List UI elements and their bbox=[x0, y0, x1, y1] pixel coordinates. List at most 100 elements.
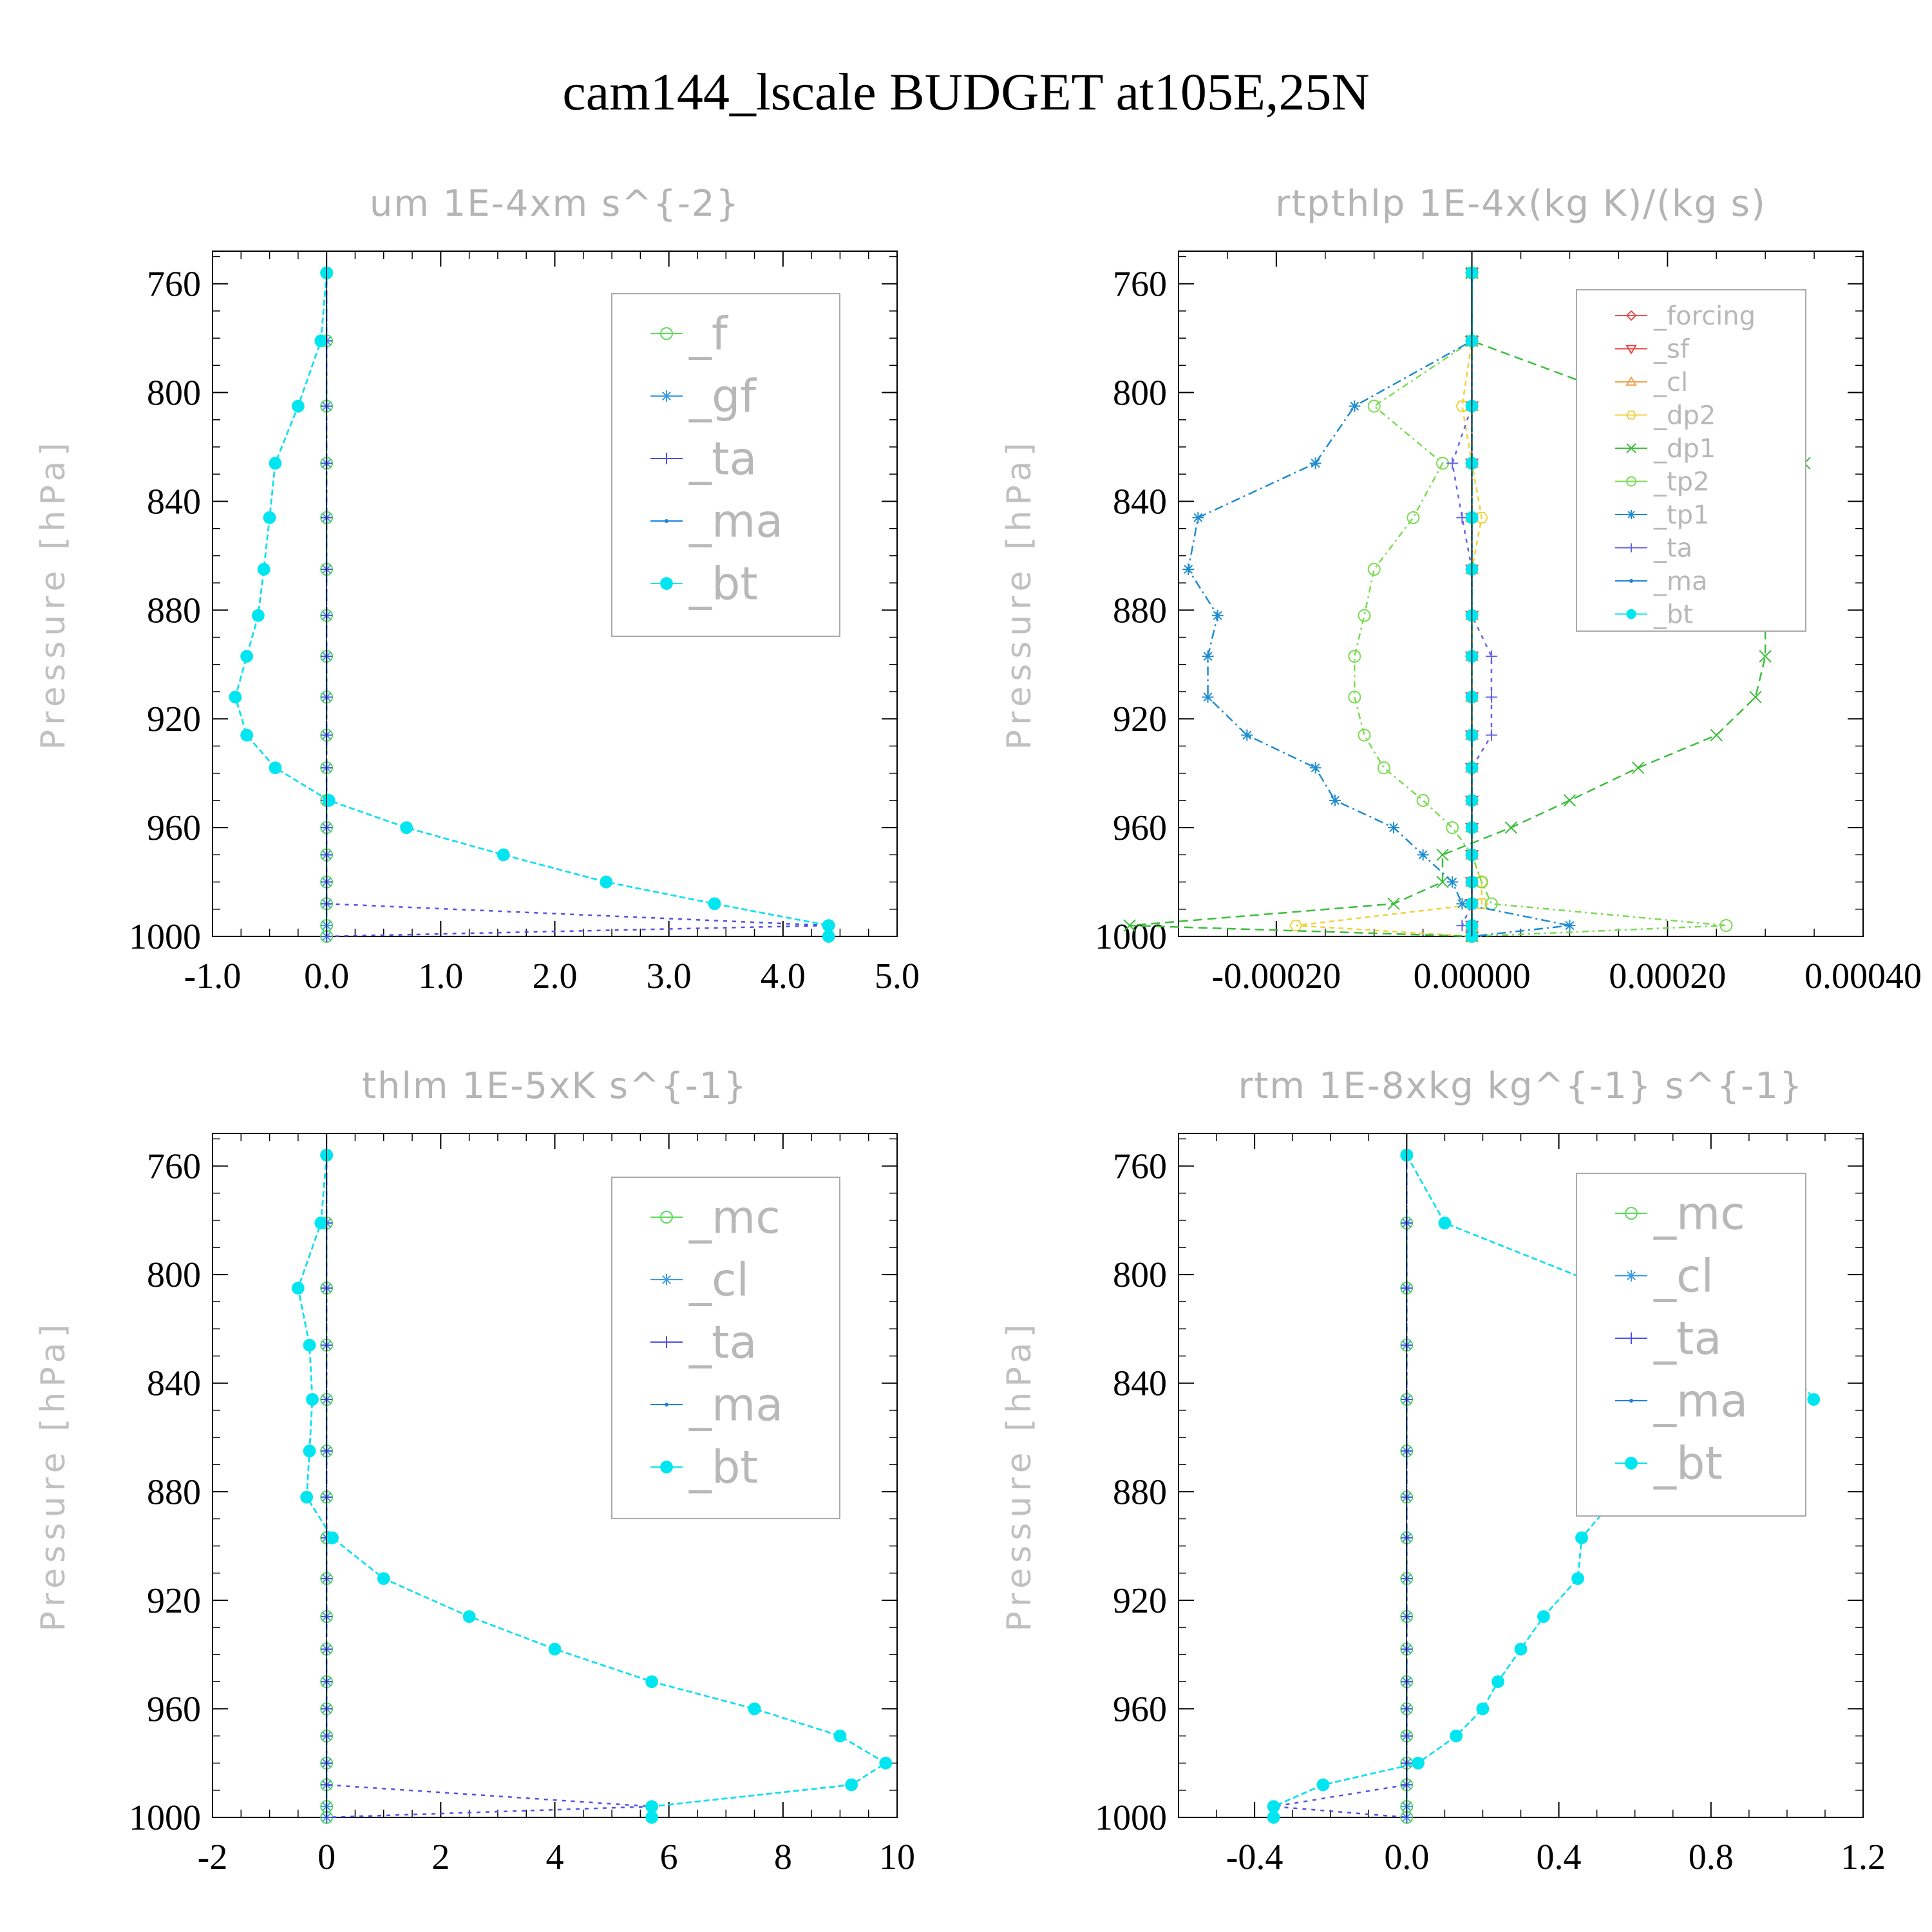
legend-label: _ta bbox=[1653, 534, 1692, 564]
point-ta bbox=[1485, 650, 1497, 663]
legend-box bbox=[1576, 289, 1806, 632]
y-tick-label: 960 bbox=[147, 808, 201, 848]
legend-label: _mc bbox=[688, 1191, 781, 1244]
legend-box bbox=[611, 293, 840, 637]
legend-label: _bt bbox=[1653, 600, 1693, 630]
legend-marker bbox=[1625, 1270, 1637, 1282]
legend-label: _dp2 bbox=[1653, 401, 1716, 431]
y-tick-label: 800 bbox=[147, 1255, 201, 1295]
y-tick-label: 800 bbox=[1113, 1255, 1167, 1295]
y-tick-label: 760 bbox=[1113, 265, 1167, 305]
panel-title: rtpthlp 1E-4x(kg K)/(kg s) bbox=[1275, 183, 1766, 225]
legend-marker bbox=[661, 1274, 672, 1285]
point-bt bbox=[645, 1675, 658, 1689]
point-bt bbox=[314, 1217, 328, 1229]
panel-1: um 1E-4xm s^{-2} 760 800 840 880 920 960 1000-1… bbox=[34, 183, 920, 996]
legend-label: _sf bbox=[1653, 335, 1690, 365]
point-bt bbox=[1316, 1778, 1330, 1792]
point-tp2 bbox=[1367, 399, 1381, 413]
legend-label: _ma bbox=[1653, 1375, 1748, 1428]
legend-label: _cl bbox=[1653, 368, 1688, 397]
point-tp1 bbox=[1446, 876, 1459, 888]
x-tick-label: -0.4 bbox=[1226, 1837, 1283, 1877]
y-tick-label: 880 bbox=[1113, 591, 1167, 630]
point-dp1 bbox=[1749, 690, 1762, 704]
legend-label: _cl bbox=[1653, 1250, 1714, 1303]
point-bt bbox=[879, 1756, 893, 1770]
point-dp2 bbox=[1455, 400, 1469, 412]
point-tp2 bbox=[1348, 650, 1361, 663]
point-tp1 bbox=[1329, 794, 1341, 806]
x-tick-label: 3.0 bbox=[647, 956, 692, 996]
y-tick-label: 840 bbox=[147, 1364, 201, 1404]
legend-marker bbox=[1626, 609, 1636, 620]
panel-title: thlm 1E-5xK s^{-1} bbox=[362, 1065, 748, 1107]
legend-label: _f bbox=[688, 308, 728, 361]
point-tp1 bbox=[1309, 457, 1321, 469]
y-tick-label: 920 bbox=[1113, 699, 1167, 739]
legend-marker bbox=[1625, 410, 1637, 420]
legend-label: _tp1 bbox=[1653, 500, 1710, 530]
panel-4: rtm 1E-8xkg kg^{-1} s^{-1} 760 800 840 880 92… bbox=[1000, 1065, 1886, 1877]
legend-label: _bt bbox=[688, 1441, 758, 1494]
x-tick-label: 4 bbox=[546, 1837, 564, 1877]
figure-title: cam144_lscale BUDGET at105E,25N bbox=[562, 62, 1369, 121]
legend-label: _ma bbox=[688, 1379, 783, 1432]
legend-marker bbox=[660, 577, 673, 590]
point-bt bbox=[1492, 1675, 1504, 1689]
y-axis-label: Pressure [hPa] bbox=[1000, 1320, 1039, 1632]
y-tick-label: 800 bbox=[1113, 374, 1167, 413]
y-axis-label: Pressure [hPa] bbox=[1000, 438, 1039, 750]
x-tick-label: 0.8 bbox=[1689, 1837, 1734, 1877]
legend-label: _ma bbox=[688, 495, 783, 548]
y-tick-label: 960 bbox=[147, 1689, 201, 1729]
point-tp2 bbox=[1358, 728, 1371, 742]
legend-marker bbox=[1625, 1332, 1637, 1344]
point-bt bbox=[257, 563, 270, 576]
x-tick-label: 8 bbox=[774, 1837, 792, 1877]
x-tick-label: -0.00020 bbox=[1212, 956, 1341, 996]
x-tick-label: -1.0 bbox=[184, 956, 242, 996]
y-tick-label: 920 bbox=[1113, 1581, 1167, 1621]
point-bt bbox=[240, 650, 254, 663]
legend-marker bbox=[661, 453, 672, 464]
point-bt bbox=[1267, 1800, 1280, 1814]
legend-label: _cl bbox=[688, 1254, 749, 1307]
point-bt bbox=[822, 919, 835, 933]
legend-marker bbox=[1629, 579, 1633, 583]
y-tick-label: 1000 bbox=[129, 1798, 201, 1838]
point-bt bbox=[251, 609, 265, 622]
point-bt bbox=[229, 690, 242, 704]
point-bt bbox=[1575, 1531, 1588, 1544]
point-bt bbox=[263, 511, 276, 524]
legend-marker bbox=[1625, 310, 1637, 321]
legend-box bbox=[611, 1177, 840, 1519]
point-bt bbox=[822, 930, 835, 943]
y-tick-label: 1000 bbox=[1095, 1798, 1167, 1838]
point-bt bbox=[306, 1393, 319, 1406]
legend-marker bbox=[1626, 476, 1636, 487]
point-tp2 bbox=[1416, 793, 1430, 807]
point-tp2 bbox=[1719, 919, 1733, 933]
x-tick-label: 0.00040 bbox=[1804, 956, 1922, 996]
legend-label: _gf bbox=[688, 370, 757, 423]
legend-label: _ma bbox=[1653, 567, 1707, 596]
point-tp1 bbox=[1309, 762, 1321, 774]
point-bt bbox=[748, 1702, 761, 1716]
series-line-ta bbox=[325, 1155, 652, 1819]
point-tp2 bbox=[1377, 761, 1390, 775]
point-dp1 bbox=[1563, 794, 1577, 807]
point-dp1 bbox=[1710, 728, 1723, 742]
point-bt bbox=[269, 457, 282, 470]
legend-label: _forcing bbox=[1653, 301, 1756, 331]
point-bt bbox=[300, 1490, 314, 1504]
y-tick-label: 800 bbox=[147, 374, 201, 413]
point-tp2 bbox=[1406, 511, 1420, 524]
y-tick-label: 920 bbox=[147, 699, 201, 739]
legend-marker bbox=[660, 327, 673, 340]
point-bt bbox=[291, 1282, 305, 1295]
point-bt bbox=[314, 334, 328, 348]
x-tick-label: 0.0 bbox=[1384, 1837, 1429, 1877]
legend-label: _ta bbox=[688, 1316, 757, 1369]
